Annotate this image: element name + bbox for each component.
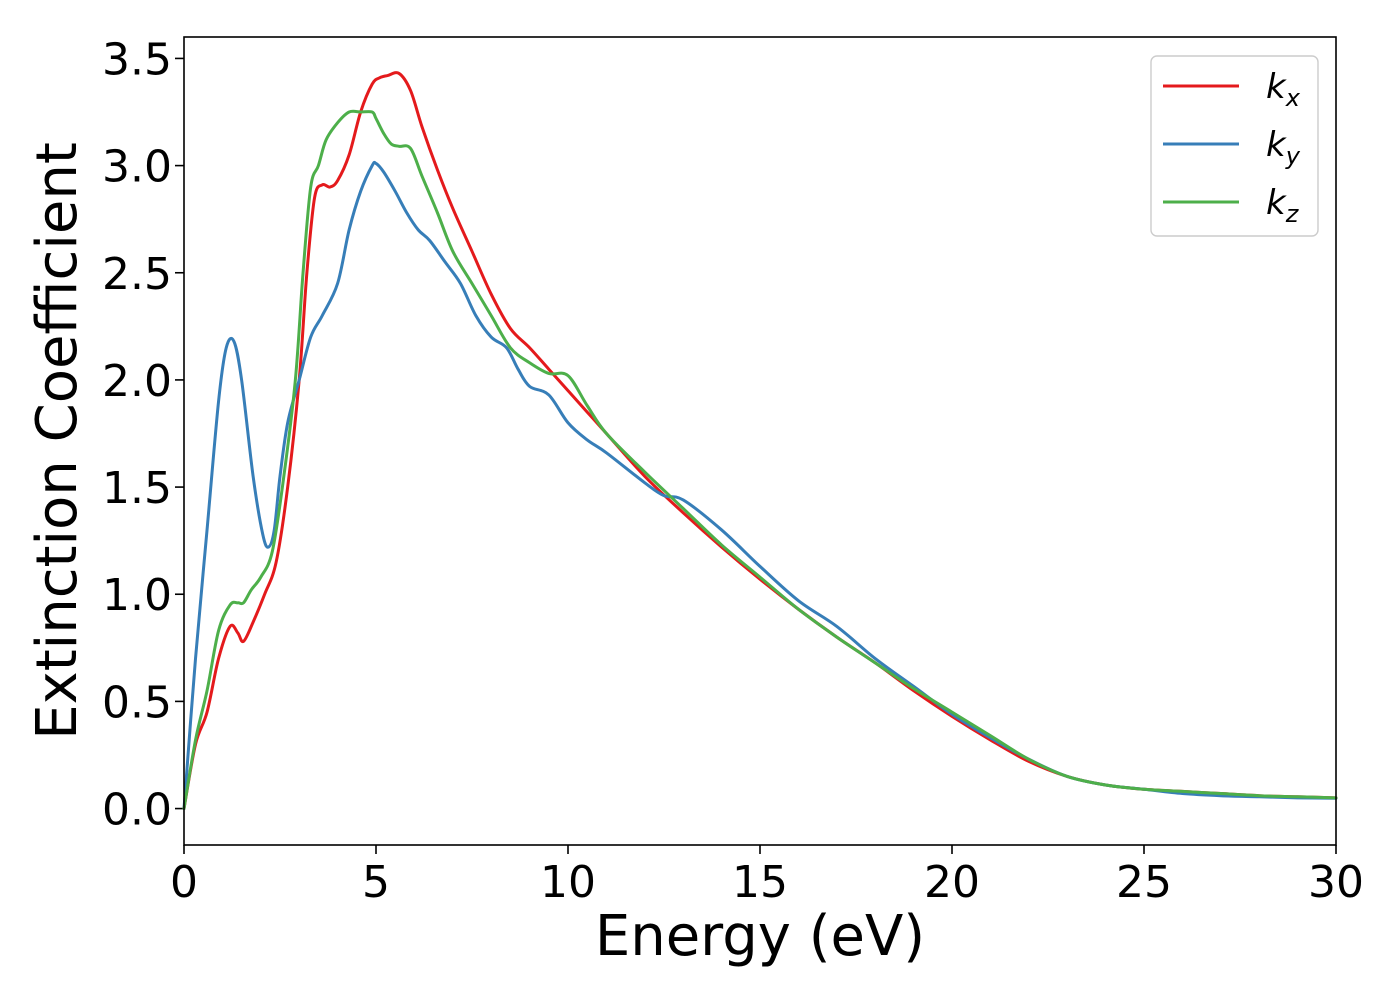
x-tick-label: 25: [1116, 857, 1172, 908]
series-line-ky: [182, 160, 1338, 811]
x-tick-label: 15: [732, 857, 788, 908]
y-tick-label: 0.0: [102, 785, 172, 836]
x-tick-label: 10: [540, 857, 596, 908]
y-tick-label: 1.5: [102, 463, 172, 514]
legend-label-ky: ky: [1266, 125, 1301, 170]
legend-box: [1150, 55, 1319, 237]
plot-frame: [183, 36, 1337, 846]
x-tick-label: 20: [924, 857, 980, 908]
legend-label-kz: kz: [1266, 183, 1300, 228]
legend-label-kx: kx: [1266, 67, 1301, 112]
y-tick-label: 3.0: [102, 142, 172, 193]
x-tick-label: 5: [362, 857, 390, 908]
legend: kx ky kz: [1150, 55, 1319, 237]
plot-background: [184, 37, 1336, 845]
x-tick-label: 30: [1308, 857, 1364, 908]
series-line-kx: [182, 71, 1338, 811]
x-axis-ticks: 0 5 10 15 20 25 30: [170, 845, 1364, 908]
y-tick-label: 3.5: [102, 34, 172, 85]
series-lines: [182, 71, 1338, 811]
y-tick-label: 1.0: [102, 570, 172, 621]
y-tick-label: 2.5: [102, 249, 172, 300]
y-axis-ticks: 0.0 0.5 1.0 1.5 2.0 2.5 3.0 3.5: [102, 34, 184, 836]
y-tick-label: 0.5: [102, 677, 172, 728]
series-line-kz: [182, 109, 1338, 811]
x-tick-label: 0: [170, 857, 198, 908]
y-axis-title: Extinction Coefficient: [25, 142, 90, 740]
x-axis-title: Energy (eV): [595, 904, 925, 969]
y-tick-label: 2.0: [102, 356, 172, 407]
